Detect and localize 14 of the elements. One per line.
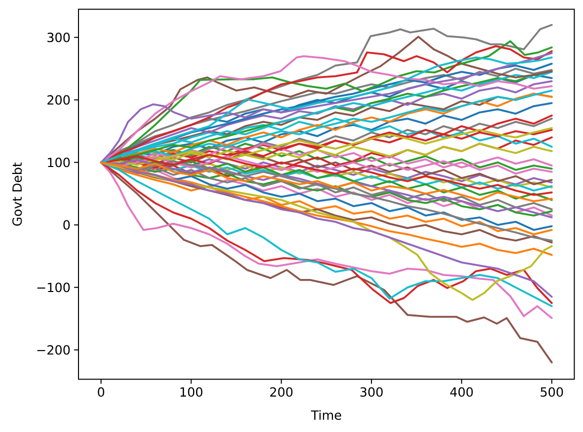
y-axis-title: Govt Debt (12, 162, 22, 226)
y-tick-label: −100 (37, 282, 70, 292)
y-tick-label: 100 (48, 158, 70, 168)
y-tick-label: 200 (47, 95, 70, 105)
y-tick-label: 0 (63, 220, 70, 230)
y-tick-label: −200 (37, 345, 70, 355)
x-axis-title: Time (310, 410, 342, 420)
x-tick-label: 0 (98, 387, 104, 397)
y-tick-label: 300 (47, 32, 70, 42)
x-tick-label: 100 (180, 387, 202, 397)
x-tick-label: 400 (450, 387, 473, 397)
x-tick-label: 200 (270, 387, 293, 397)
x-tick-label: 300 (360, 387, 383, 397)
x-tick-label: 500 (540, 387, 563, 397)
